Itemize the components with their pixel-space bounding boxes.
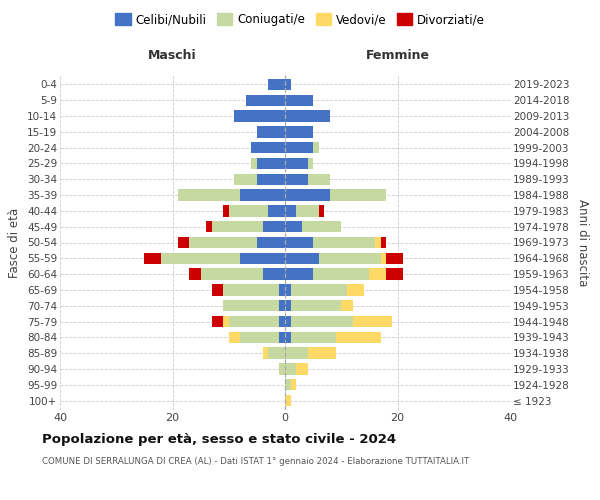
Bar [290, 332, 335, 343]
Bar [341, 300, 353, 312]
Bar [285, 316, 290, 327]
Legend: Celibi/Nubili, Coniugati/e, Vedovi/e, Divorziati/e: Celibi/Nubili, Coniugati/e, Vedovi/e, Di… [110, 8, 490, 31]
Bar [229, 205, 268, 216]
Bar [285, 363, 296, 374]
Bar [245, 94, 285, 106]
Bar [285, 221, 302, 232]
Bar [206, 221, 212, 232]
Bar [200, 268, 263, 280]
Bar [235, 174, 257, 185]
Bar [290, 300, 341, 312]
Bar [190, 237, 257, 248]
Bar [285, 79, 290, 90]
Bar [212, 316, 223, 327]
Bar [285, 395, 290, 406]
Bar [263, 268, 285, 280]
Bar [290, 284, 347, 296]
Bar [290, 316, 353, 327]
Bar [223, 316, 229, 327]
Bar [268, 205, 285, 216]
Bar [178, 190, 240, 201]
Bar [190, 268, 200, 280]
Bar [145, 252, 161, 264]
Bar [290, 379, 296, 390]
Bar [285, 332, 290, 343]
Bar [257, 174, 285, 185]
Y-axis label: Fasce di età: Fasce di età [8, 208, 22, 278]
Bar [285, 284, 290, 296]
Bar [375, 237, 380, 248]
Bar [229, 332, 240, 343]
Bar [285, 252, 319, 264]
Text: Popolazione per età, sesso e stato civile - 2024: Popolazione per età, sesso e stato civil… [42, 432, 396, 446]
Bar [285, 174, 308, 185]
Bar [285, 379, 290, 390]
Bar [335, 332, 380, 343]
Bar [285, 268, 313, 280]
Bar [313, 142, 319, 154]
Bar [240, 190, 285, 201]
Bar [178, 237, 190, 248]
Y-axis label: Anni di nascita: Anni di nascita [577, 199, 589, 286]
Bar [308, 158, 313, 169]
Bar [386, 252, 403, 264]
Bar [285, 348, 308, 359]
Bar [353, 316, 392, 327]
Bar [370, 268, 386, 280]
Bar [263, 221, 285, 232]
Bar [347, 284, 364, 296]
Bar [380, 252, 386, 264]
Bar [280, 332, 285, 343]
Bar [308, 174, 330, 185]
Bar [285, 126, 313, 138]
Bar [212, 284, 223, 296]
Bar [240, 252, 285, 264]
Bar [161, 252, 240, 264]
Bar [257, 237, 285, 248]
Bar [240, 332, 280, 343]
Bar [263, 348, 268, 359]
Bar [257, 126, 285, 138]
Bar [319, 205, 325, 216]
Bar [386, 268, 403, 280]
Text: COMUNE DI SERRALUNGA DI CREA (AL) - Dati ISTAT 1° gennaio 2024 - Elaborazione TU: COMUNE DI SERRALUNGA DI CREA (AL) - Dati… [42, 458, 469, 466]
Bar [302, 221, 341, 232]
Text: Femmine: Femmine [365, 50, 430, 62]
Bar [285, 94, 313, 106]
Bar [223, 284, 280, 296]
Text: Maschi: Maschi [148, 50, 197, 62]
Bar [285, 205, 296, 216]
Bar [285, 142, 313, 154]
Bar [285, 158, 308, 169]
Bar [280, 316, 285, 327]
Bar [285, 190, 330, 201]
Bar [280, 284, 285, 296]
Bar [380, 237, 386, 248]
Bar [268, 348, 285, 359]
Bar [313, 237, 375, 248]
Bar [212, 221, 263, 232]
Bar [223, 300, 280, 312]
Bar [223, 205, 229, 216]
Bar [285, 110, 330, 122]
Bar [285, 237, 313, 248]
Bar [296, 205, 319, 216]
Bar [280, 363, 285, 374]
Bar [229, 316, 280, 327]
Bar [313, 268, 370, 280]
Bar [235, 110, 285, 122]
Bar [319, 252, 380, 264]
Bar [285, 300, 290, 312]
Bar [308, 348, 335, 359]
Bar [330, 190, 386, 201]
Bar [268, 79, 285, 90]
Bar [251, 158, 257, 169]
Bar [280, 300, 285, 312]
Bar [251, 142, 285, 154]
Bar [296, 363, 308, 374]
Bar [257, 158, 285, 169]
